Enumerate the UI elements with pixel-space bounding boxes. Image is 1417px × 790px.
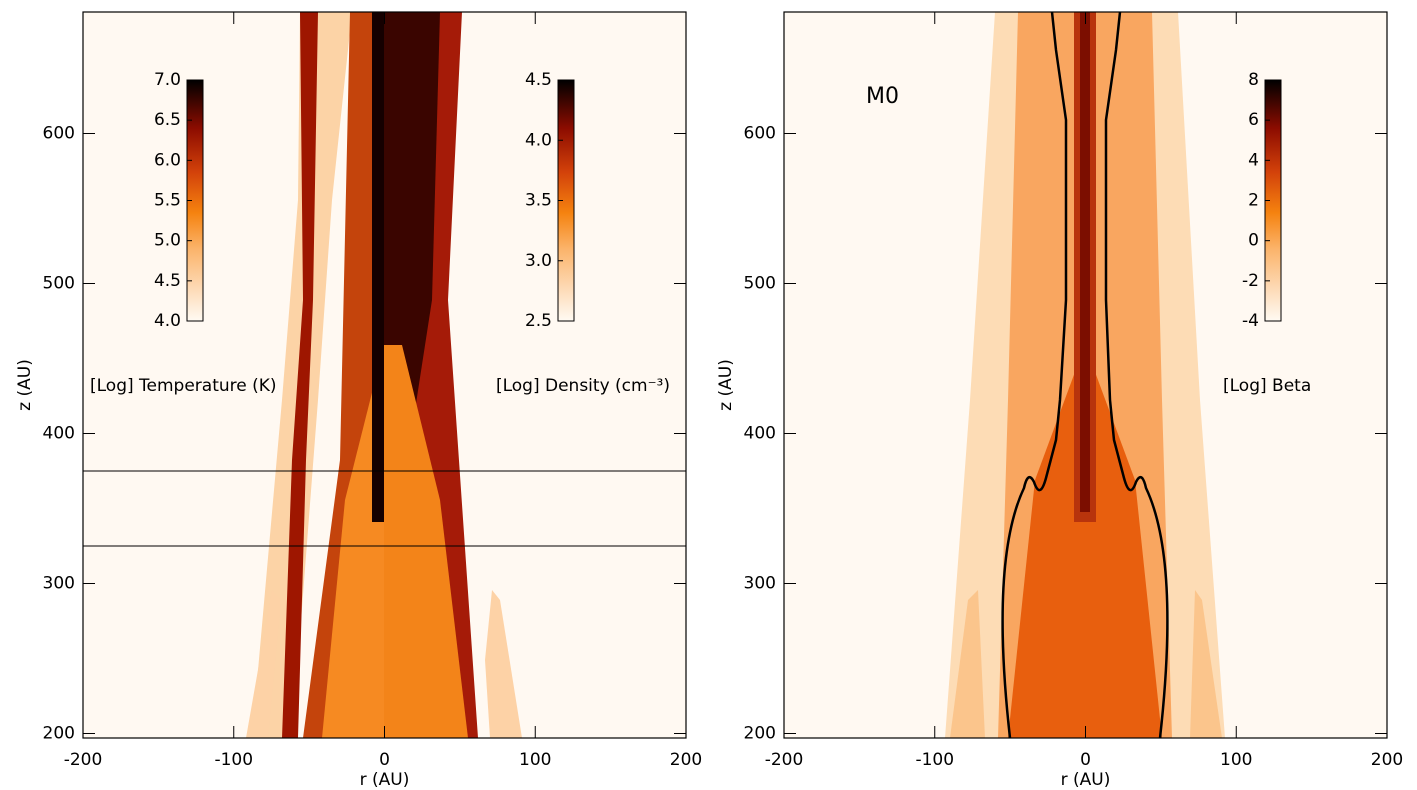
x-tick-label: -100 xyxy=(915,750,954,770)
y-axis-label: z (AU) xyxy=(15,359,35,411)
x-tick-label: -200 xyxy=(765,750,804,770)
x-tick-label: 0 xyxy=(379,750,390,770)
annotation: M0 xyxy=(866,84,899,109)
y-tick-label: 200 xyxy=(744,724,776,744)
x-tick-label: -100 xyxy=(214,750,253,770)
colorbar-tick-label: 4.0 xyxy=(154,311,181,331)
colorbar-tick-label: 3.5 xyxy=(525,191,552,211)
y-tick-label: 300 xyxy=(43,574,75,594)
x-axis-label: r (AU) xyxy=(1061,770,1111,790)
y-tick-label: 500 xyxy=(43,274,75,294)
colorbar-label: [Log] Density (cm⁻³) xyxy=(496,376,670,396)
y-tick-label: 300 xyxy=(744,574,776,594)
colorbar-tick-label: 0 xyxy=(1248,231,1259,251)
x-tick-label: 0 xyxy=(1080,750,1091,770)
x-tick-label: 100 xyxy=(1220,750,1252,770)
colorbar-tick-label: 4.5 xyxy=(154,271,181,291)
colorbar-tick-label: 4.5 xyxy=(525,70,552,90)
colorbar-tick-label: 4 xyxy=(1248,150,1259,170)
x-axis-label: r (AU) xyxy=(360,770,410,790)
y-axis-label: z (AU) xyxy=(716,359,736,411)
y-tick-label: 500 xyxy=(744,274,776,294)
colorbar-tick-label: 4.0 xyxy=(525,130,552,150)
colorbar-tick-label: 5.5 xyxy=(154,191,181,211)
y-tick-label: 600 xyxy=(43,124,75,144)
temperature-density-field xyxy=(83,12,686,738)
colorbar-tick-label: 8 xyxy=(1248,70,1259,90)
y-tick-label: 200 xyxy=(43,724,75,744)
beta-field xyxy=(784,12,1387,738)
colorbar-tick-label: 2 xyxy=(1248,191,1259,211)
colorbar-tick-label: -2 xyxy=(1242,271,1259,291)
y-tick-label: 600 xyxy=(744,124,776,144)
colorbar-tick-label: 7.0 xyxy=(154,70,181,90)
colorbar-tick-label: -4 xyxy=(1242,311,1259,331)
x-tick-label: -200 xyxy=(64,750,103,770)
x-tick-label: 200 xyxy=(670,750,702,770)
colorbar-tick-label: 3.0 xyxy=(525,251,552,271)
colorbar-label: [Log] Temperature (K) xyxy=(90,376,277,396)
colorbar-tick-label: 2.5 xyxy=(525,311,552,331)
x-tick-label: 200 xyxy=(1371,750,1403,770)
colorbar-tick-label: 6.0 xyxy=(154,150,181,170)
colorbar-label: [Log] Beta xyxy=(1223,376,1311,396)
colorbar-tick-label: 6 xyxy=(1248,110,1259,130)
y-tick-label: 400 xyxy=(43,424,75,444)
y-tick-label: 400 xyxy=(744,424,776,444)
colorbar-tick-label: 6.5 xyxy=(154,110,181,130)
colorbar-tick-label: 5.0 xyxy=(154,231,181,251)
x-tick-label: 100 xyxy=(519,750,551,770)
